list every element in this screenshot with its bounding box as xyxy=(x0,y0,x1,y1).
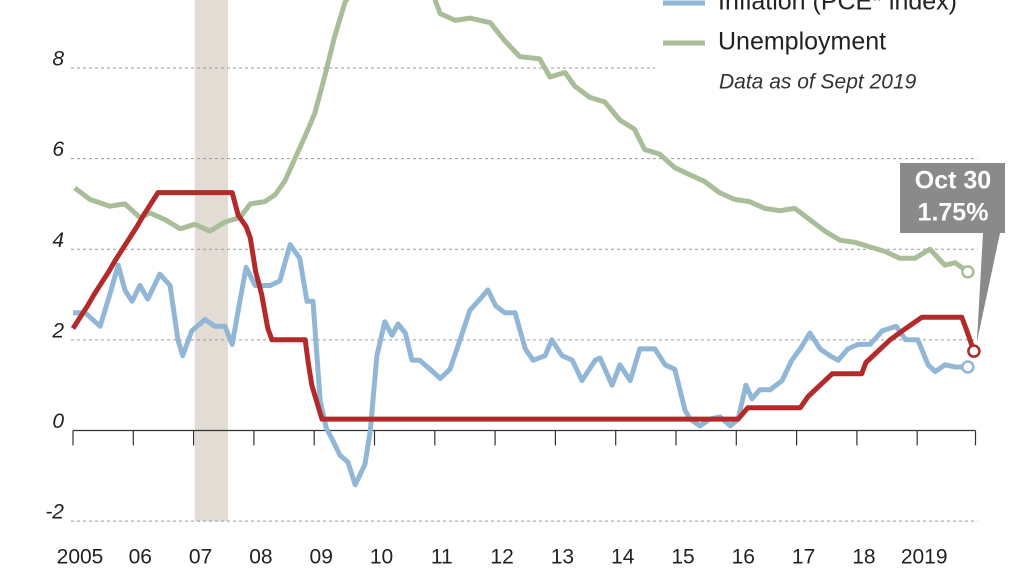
plot-area xyxy=(70,0,977,488)
x-tick-label: 06 xyxy=(129,546,152,569)
x-tick-label: 17 xyxy=(792,546,815,569)
x-tick-label: 2005 xyxy=(57,546,104,569)
series-line xyxy=(73,0,970,274)
annotation-text: 1.75% xyxy=(918,199,989,227)
end-marker xyxy=(961,265,975,279)
x-tick-label: 13 xyxy=(551,546,574,569)
x-tick-label: 12 xyxy=(490,546,513,569)
end-marker xyxy=(967,344,981,358)
legend-bg xyxy=(655,0,1029,100)
x-tick-label: 07 xyxy=(189,546,212,569)
legend-label: Unemployment xyxy=(718,28,886,56)
legend-label: Inflation (PCE* index) xyxy=(718,0,957,16)
y-tick-label: 8 xyxy=(52,48,64,71)
x-tick-label: 15 xyxy=(671,546,694,569)
shaded-period xyxy=(194,0,228,522)
x-tick-label: 2019 xyxy=(901,546,948,569)
y-tick-label: 0 xyxy=(52,410,64,433)
annotation-box xyxy=(900,163,1005,343)
data-note: Data as of Sept 2019 xyxy=(719,71,917,94)
series-line xyxy=(73,242,968,488)
y-tick-label: 6 xyxy=(52,138,64,161)
x-tick-label: 18 xyxy=(852,546,875,569)
x-tick-label: 16 xyxy=(732,546,755,569)
y-tick-label: 2 xyxy=(51,319,64,342)
y-tick-label: -2 xyxy=(45,501,64,524)
y-tick-label: 4 xyxy=(52,229,64,252)
series-line xyxy=(70,190,977,422)
x-tick-label: 09 xyxy=(310,546,333,569)
x-tick-label: 10 xyxy=(370,546,393,569)
x-tick-label: 08 xyxy=(249,546,272,569)
x-tick-label: 11 xyxy=(431,546,453,569)
end-marker xyxy=(961,360,975,374)
x-tick-label: 14 xyxy=(611,546,635,569)
annotation-text: Oct 30 xyxy=(915,167,991,195)
